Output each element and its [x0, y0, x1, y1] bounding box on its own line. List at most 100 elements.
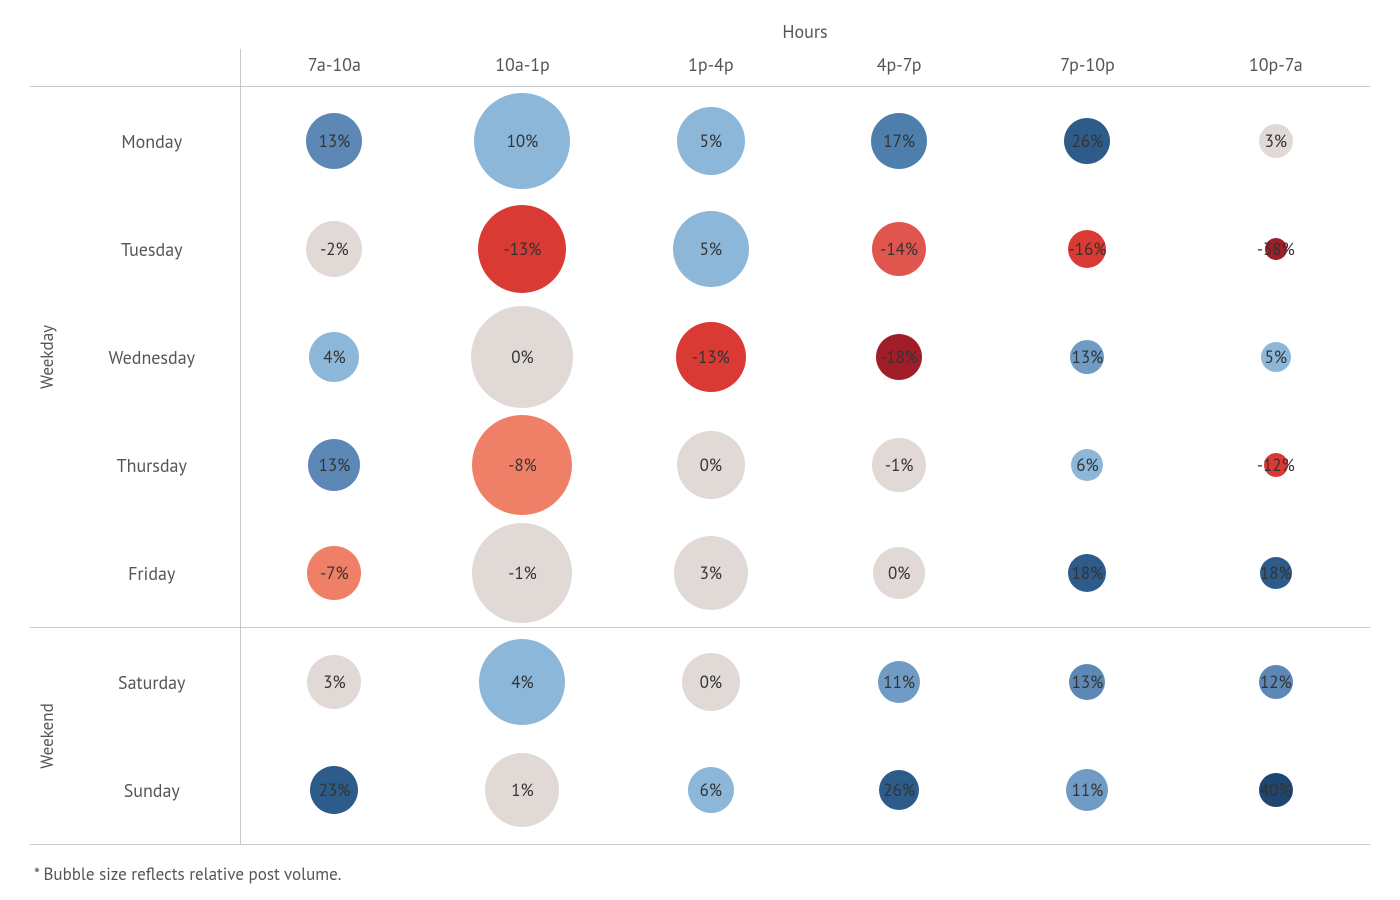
- bubble-heat-chart: Hours 7a-10a 10a-1p 1p-4p 4p-7p 7p-10p 1…: [0, 0, 1400, 895]
- bubble-cell: 11%: [993, 736, 1181, 845]
- bubble-cell: 6%: [617, 736, 805, 845]
- col-header: 7p-10p: [993, 49, 1181, 87]
- bubble-cell: 18%: [1182, 519, 1370, 628]
- bubble-cell: 13%: [993, 628, 1181, 736]
- bubble-value: -13%: [692, 346, 730, 368]
- bubble-cell: 3%: [617, 519, 805, 628]
- col-header: 7a-10a: [240, 49, 428, 87]
- bubble-value: 6%: [1076, 454, 1098, 476]
- group-label-weekday: Weekday: [30, 87, 64, 628]
- bubble-cell: 13%: [240, 87, 428, 196]
- bubble-value: 5%: [700, 238, 722, 260]
- bubble-value: 0%: [700, 454, 722, 476]
- bubble-cell: 0%: [617, 628, 805, 736]
- bubble-value: 3%: [1265, 130, 1287, 152]
- bubble-cell: 3%: [240, 628, 428, 736]
- col-header: 4p-7p: [805, 49, 993, 87]
- bubble-value: -18%: [880, 346, 918, 368]
- bubble-cell: -14%: [805, 195, 993, 303]
- bubble-value: 12%: [1260, 671, 1292, 693]
- bubble-cell: 10%: [428, 87, 616, 196]
- bubble-value: -12%: [1257, 454, 1295, 476]
- row-day-label: Friday: [64, 519, 240, 628]
- bubble-cell: -1%: [805, 411, 993, 519]
- bubble-value: 0%: [700, 671, 722, 693]
- bubble-cell: 0%: [617, 411, 805, 519]
- bubble-value: 23%: [319, 779, 351, 801]
- bubble-value: 13%: [1072, 346, 1104, 368]
- chart-footnote: * Bubble size reflects relative post vol…: [34, 863, 1370, 885]
- row-day-label: Monday: [64, 87, 240, 196]
- row-day-label: Tuesday: [64, 195, 240, 303]
- bubble-value: 5%: [1265, 346, 1287, 368]
- bubble-cell: -7%: [240, 519, 428, 628]
- col-header: 1p-4p: [617, 49, 805, 87]
- bubble-cell: 0%: [428, 303, 616, 411]
- bubble-cell: 26%: [805, 736, 993, 845]
- group-label-text: Weekday: [36, 325, 58, 389]
- table-row: Tuesday-2% -13% 5% -14% -16% -38%: [30, 195, 1370, 303]
- bubble-cell: 6%: [993, 411, 1181, 519]
- bubble-cell: 5%: [617, 87, 805, 196]
- row-day-label: Saturday: [64, 628, 240, 736]
- table-row: WeekdayMonday13%10%5%17%26%3%: [30, 87, 1370, 196]
- bubble-value: -16%: [1069, 238, 1107, 260]
- bubble-value: -1%: [885, 454, 914, 476]
- bubble-value: 0%: [511, 346, 533, 368]
- bubble-cell: 40%: [1182, 736, 1370, 845]
- table-row: Thursday 13% -8% 0% -1% 6% -12%: [30, 411, 1370, 519]
- table-row: Sunday23%1%6%26%11%40%: [30, 736, 1370, 845]
- bubble-cell: -12%: [1182, 411, 1370, 519]
- bubble-cell: 5%: [1182, 303, 1370, 411]
- bubble-value: 13%: [319, 454, 351, 476]
- table-bottom-border: [30, 845, 1370, 846]
- bubble-value: 18%: [1260, 562, 1292, 584]
- bubble-value: 18%: [1072, 562, 1104, 584]
- bubble-cell: 23%: [240, 736, 428, 845]
- bubble-value: 17%: [883, 130, 915, 152]
- bubble-cell: -38%: [1182, 195, 1370, 303]
- table-row: Friday -7% -1% 3% 0% 18% 18%: [30, 519, 1370, 628]
- bubble-value: -14%: [880, 238, 918, 260]
- bubble-value: -38%: [1257, 238, 1295, 260]
- bubble-cell: 17%: [805, 87, 993, 196]
- bubble-value: 13%: [1072, 671, 1104, 693]
- bubble-value: 0%: [888, 562, 910, 584]
- bubble-cell: -2%: [240, 195, 428, 303]
- bubble-value: 6%: [700, 779, 722, 801]
- group-label-text: Weekend: [36, 703, 58, 768]
- bubble-cell: -13%: [428, 195, 616, 303]
- table-row: WeekendSaturday3%4%0%11%13%12%: [30, 628, 1370, 736]
- bubble-value: 11%: [1072, 779, 1104, 801]
- bubble-cell: 0%: [805, 519, 993, 628]
- bubble-value: -1%: [508, 562, 537, 584]
- row-day-label: Thursday: [64, 411, 240, 519]
- bubble-value: 5%: [700, 130, 722, 152]
- bubble-value: -8%: [508, 454, 537, 476]
- bubble-value: -7%: [320, 562, 349, 584]
- bubble-cell: -8%: [428, 411, 616, 519]
- bubble-cell: -18%: [805, 303, 993, 411]
- bubble-cell: 18%: [993, 519, 1181, 628]
- bubble-value: 13%: [319, 130, 351, 152]
- bubble-cell: 12%: [1182, 628, 1370, 736]
- row-day-label: Wednesday: [64, 303, 240, 411]
- hours-axis-title: Hours: [240, 20, 1370, 43]
- bubble-cell: 5%: [617, 195, 805, 303]
- bubble-cell: 26%: [993, 87, 1181, 196]
- col-header: 10p-7a: [1182, 49, 1370, 87]
- bubble-cell: 3%: [1182, 87, 1370, 196]
- bubble-cell: 4%: [240, 303, 428, 411]
- bubble-value: 3%: [323, 671, 345, 693]
- bubble-value: 11%: [883, 671, 915, 693]
- bubble-value: 26%: [1072, 130, 1104, 152]
- bubble-cell: -16%: [993, 195, 1181, 303]
- group-label-weekend: Weekend: [30, 628, 64, 845]
- bubble-cell: 4%: [428, 628, 616, 736]
- bubble-value: -13%: [504, 238, 542, 260]
- bubble-value: 26%: [883, 779, 915, 801]
- bubble-cell: -1%: [428, 519, 616, 628]
- bubble-value: 40%: [1260, 779, 1292, 801]
- bubble-cell: 11%: [805, 628, 993, 736]
- column-header-row: 7a-10a 10a-1p 1p-4p 4p-7p 7p-10p 10p-7a: [30, 49, 1370, 87]
